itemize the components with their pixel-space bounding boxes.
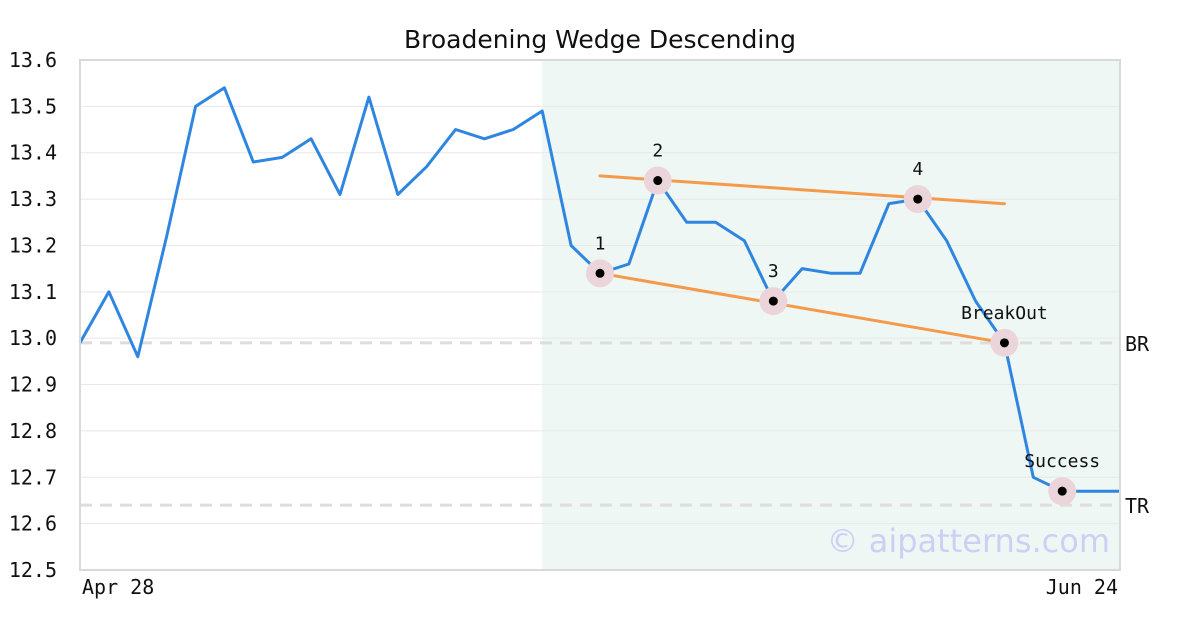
marker-label: Success <box>1024 451 1100 472</box>
marker-dot <box>595 268 605 278</box>
reference-label: BR <box>1125 332 1150 356</box>
y-tick-label: 13.0 <box>9 326 57 350</box>
marker-dot <box>1057 486 1067 496</box>
y-tick-label: 13.5 <box>9 94 57 118</box>
trendline <box>598 271 1006 345</box>
watermark: © aipatterns.com <box>827 522 1110 560</box>
y-tick-label: 13.1 <box>9 280 57 304</box>
marker-dot <box>999 338 1009 348</box>
y-tick-label: 12.8 <box>9 419 57 443</box>
y-tick-label: 12.5 <box>9 558 57 582</box>
y-tick-label: 13.3 <box>9 187 57 211</box>
plot-frame <box>79 59 1121 571</box>
marker-label: 1 <box>595 233 606 254</box>
marker-label: 2 <box>652 141 663 162</box>
chart-title: Broadening Wedge Descending <box>404 25 796 54</box>
y-tick-label: 13.6 <box>9 48 57 72</box>
y-tick-label: 12.6 <box>9 512 57 536</box>
marker-dot <box>913 194 923 204</box>
marker-label: BreakOut <box>961 303 1048 324</box>
y-tick-label: 13.2 <box>9 233 57 257</box>
marker-dot <box>768 296 778 306</box>
x-tick-label-end: Jun 24 <box>1046 575 1118 599</box>
marker-label: 4 <box>912 159 923 180</box>
reference-label: TR <box>1125 494 1150 518</box>
y-tick-label: 13.4 <box>9 141 57 165</box>
y-tick-label: 12.7 <box>9 465 57 489</box>
y-tick-label: 12.9 <box>9 373 57 397</box>
x-tick-label-start: Apr 28 <box>82 575 154 599</box>
pattern-region <box>542 60 1120 570</box>
marker-dot <box>653 176 663 186</box>
marker-label: 3 <box>768 261 779 282</box>
